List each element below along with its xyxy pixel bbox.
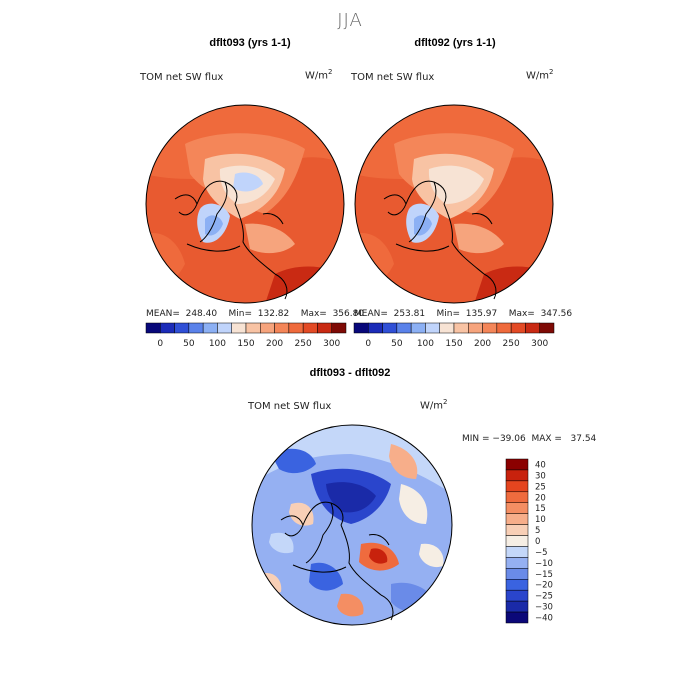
panel2-colorbar-swatch [368, 322, 383, 334]
panel2-colorbar-swatch [453, 322, 469, 334]
panel1-title: dflt093 (yrs 1-1) [209, 37, 291, 49]
panel2-colorbar-swatch [439, 322, 455, 334]
panel2-colorbar-tick-label: 250 [503, 339, 520, 349]
diff-colorbar-swatch [505, 502, 529, 514]
panel1-colorbar-swatch [188, 322, 204, 334]
panel1-colorbar-tick-label: 250 [295, 339, 312, 349]
panel2-colorbar-swatch [468, 322, 483, 334]
panel1-colorbar-tick-label: 200 [266, 339, 283, 349]
diff-colorbar-tick-label: −40 [535, 614, 553, 624]
diff-colorbar-swatch [505, 546, 529, 558]
panel2-colorbar-swatch [410, 322, 426, 334]
panel2-colorbar-swatch [539, 322, 555, 334]
diff-colorbar-swatch [505, 568, 529, 580]
panel1-variable-label: TOM net SW flux [140, 72, 224, 83]
diff-panel-stats: MIN = −39.06 MAX = 37.54 [462, 434, 597, 444]
diff-colorbar-swatch [505, 579, 529, 591]
panel1-colorbar-swatch [260, 322, 275, 334]
diff-colorbar-tick-label: 15 [535, 504, 546, 514]
panel1-colorbar-swatch [245, 322, 261, 334]
panel1-colorbar: 050100150200250300350 [145, 322, 347, 349]
panel1-colorbar-swatch [217, 322, 232, 334]
panel2-stats: MEAN= 253.81 Min= 135.97 Max= 347.56 [354, 309, 573, 319]
panel2-colorbar-tick-label: 150 [445, 339, 462, 349]
diff-colorbar-swatch [505, 611, 529, 624]
diff-colorbar-tick-label: 40 [535, 460, 546, 470]
diff-colorbar-swatch [505, 589, 529, 602]
panel2-variable-label: TOM net SW flux [351, 72, 435, 83]
panel1-stats: MEAN= 248.40 Min= 132.82 Max= 356.80 [146, 309, 365, 319]
panel2-colorbar-swatch [510, 322, 526, 334]
diff-colorbar-swatch [505, 491, 529, 503]
diff-colorbar-tick-label: 0 [535, 537, 540, 547]
panel2-colorbar-swatch [396, 322, 412, 334]
diff-colorbar-tick-label: −5 [535, 548, 548, 558]
panel1-colorbar-swatch [231, 322, 247, 334]
diff-colorbar-tick-label: −15 [535, 570, 553, 580]
diff-colorbar-swatch [505, 513, 529, 525]
panel1-colorbar-swatch [288, 322, 304, 334]
diff-colorbar-swatch [505, 524, 529, 536]
diff-panel-variable-label: TOM net SW flux [248, 401, 332, 412]
panel2-title: dflt092 (yrs 1-1) [414, 37, 496, 49]
diff-colorbar-swatch [505, 557, 529, 569]
panel1-colorbar-swatch [302, 322, 318, 334]
panel1-polar-map [145, 104, 345, 304]
panel1-colorbar-swatch [317, 322, 332, 334]
diff-colorbar-swatch [505, 480, 529, 493]
diff-panel-unit: W/m2 [420, 398, 448, 412]
panel2-colorbar-swatch [353, 322, 369, 334]
panel2-colorbar-swatch [496, 322, 512, 334]
panel1-colorbar-swatch [274, 322, 290, 334]
panel1-coastlines [174, 180, 288, 300]
diff-colorbar-swatch [505, 600, 529, 613]
panel2-colorbar-swatch [482, 322, 498, 334]
diff-colorbar-swatch [505, 469, 529, 482]
season-title: JJA [337, 10, 363, 31]
diff-colorbar-swatch [505, 458, 529, 471]
diff-polar-map [251, 424, 453, 626]
panel1-colorbar-tick-label: 100 [209, 339, 226, 349]
panel1-colorbar-swatch [160, 322, 175, 334]
panel2-colorbar-swatch [425, 322, 440, 334]
diff-colorbar-tick-label: −10 [535, 559, 553, 569]
diff-map-fill [252, 425, 452, 625]
panel2-colorbar-tick-label: 300 [531, 339, 548, 349]
panel2-colorbar-swatch [525, 322, 540, 334]
panel2-colorbar-tick-label: 100 [417, 339, 434, 349]
diff-colorbar-tick-label: −30 [535, 603, 553, 613]
panel1-colorbar-swatch [202, 322, 218, 334]
panel1-colorbar-tick-label: 50 [183, 339, 195, 349]
panel2-polar-map [354, 104, 554, 304]
panel2-colorbar: 050100150200250300350 [353, 322, 555, 349]
panel1-colorbar-tick-label: 150 [237, 339, 254, 349]
panel1-unit: W/m2 [305, 68, 333, 82]
diff-colorbar-tick-label: 10 [535, 515, 546, 525]
panel1-colorbar-tick-label: 0 [157, 339, 163, 349]
panel2-colorbar-tick-label: 50 [391, 339, 403, 349]
diff-coastlines [280, 501, 394, 621]
diff-colorbar-tick-label: 25 [535, 482, 546, 492]
diff-colorbar-tick-label: −20 [535, 581, 553, 591]
panel2-unit: W/m2 [526, 68, 554, 82]
panel1-colorbar-tick-label: 300 [323, 339, 340, 349]
diff-colorbar-tick-label: 30 [535, 471, 546, 481]
diff-colorbar-tick-label: 20 [535, 493, 546, 503]
diff-colorbar-tick-label: −25 [535, 592, 553, 602]
diff-colorbar-tick-label: 5 [535, 526, 540, 536]
diff-panel-title: dflt093 - dflt092 [309, 367, 391, 379]
panel2-colorbar-tick-label: 200 [474, 339, 491, 349]
diff-colorbar-swatch [505, 535, 529, 547]
panel2-coastlines [383, 180, 497, 300]
panel1-colorbar-swatch [145, 322, 161, 334]
panel1-colorbar-swatch [331, 322, 347, 334]
panel2-colorbar-tick-label: 0 [365, 339, 371, 349]
panel2-colorbar-swatch [382, 322, 398, 334]
panel1-colorbar-swatch [174, 322, 190, 334]
